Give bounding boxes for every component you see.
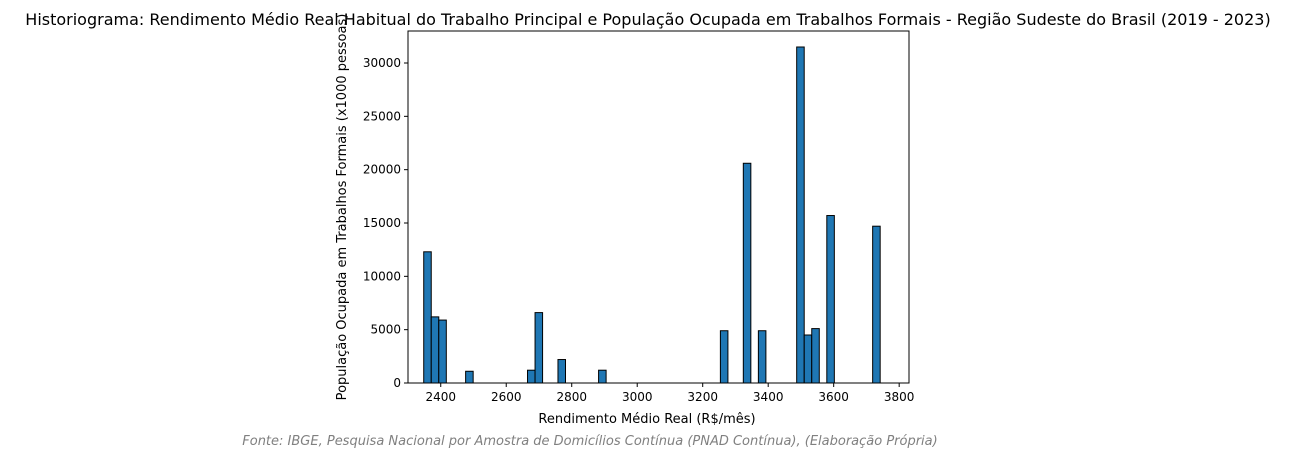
y-tick-label: 30000 (363, 56, 401, 70)
histogram-bar-8 (598, 369, 607, 384)
y-tick-label: 25000 (363, 109, 401, 123)
source-note: Fonte: IBGE, Pesquisa Nacional por Amost… (242, 434, 937, 449)
histogram-bar-12 (796, 46, 805, 384)
bars-group (423, 46, 881, 384)
histogram-bar-9 (719, 330, 729, 384)
y-axis-ticks: 0 5000 10000 15000 20000 25000 30000 (363, 56, 408, 390)
x-tick-label: 2400 (425, 390, 456, 404)
histogram-bar-14 (811, 328, 820, 384)
histogram-bar-4 (465, 370, 474, 384)
histogram-bar-7 (557, 359, 566, 384)
histogram-bar-2 (430, 316, 440, 384)
y-tick-label: 5000 (370, 323, 401, 337)
x-tick-label: 3200 (687, 390, 718, 404)
histogram-bar-11 (757, 330, 767, 384)
y-tick-label: 15000 (363, 216, 401, 230)
x-tick-label: 2800 (556, 390, 587, 404)
histogram-bar-5 (527, 369, 536, 384)
x-axis-ticks: 2400 2600 2800 3000 3200 3400 3600 3800 (425, 383, 914, 404)
histogram-bar-10 (742, 162, 752, 384)
y-tick-label: 10000 (363, 269, 401, 283)
x-axis-label: Rendimento Médio Real (R$/mês) (538, 412, 755, 427)
chart-title: Historiograma: Rendimento Médio Real Hab… (25, 10, 1270, 29)
histogram-bar-15 (826, 215, 835, 384)
x-tick-label: 3800 (884, 390, 915, 404)
histogram-bar-3 (438, 319, 447, 384)
y-tick-label: 0 (393, 376, 401, 390)
x-tick-label: 2600 (491, 390, 522, 404)
x-tick-label: 3600 (818, 390, 849, 404)
histogram-bar-6 (534, 312, 544, 384)
x-tick-label: 3000 (622, 390, 653, 404)
y-axis-label: População Ocupada em Trabalhos Formais (… (335, 14, 350, 401)
y-tick-label: 20000 (363, 163, 401, 177)
histogram-bar-13 (803, 334, 813, 384)
histogram-bar-16 (872, 225, 881, 384)
histogram-bar-1 (423, 251, 432, 384)
plot-frame (407, 30, 910, 384)
x-tick-label: 3400 (753, 390, 784, 404)
